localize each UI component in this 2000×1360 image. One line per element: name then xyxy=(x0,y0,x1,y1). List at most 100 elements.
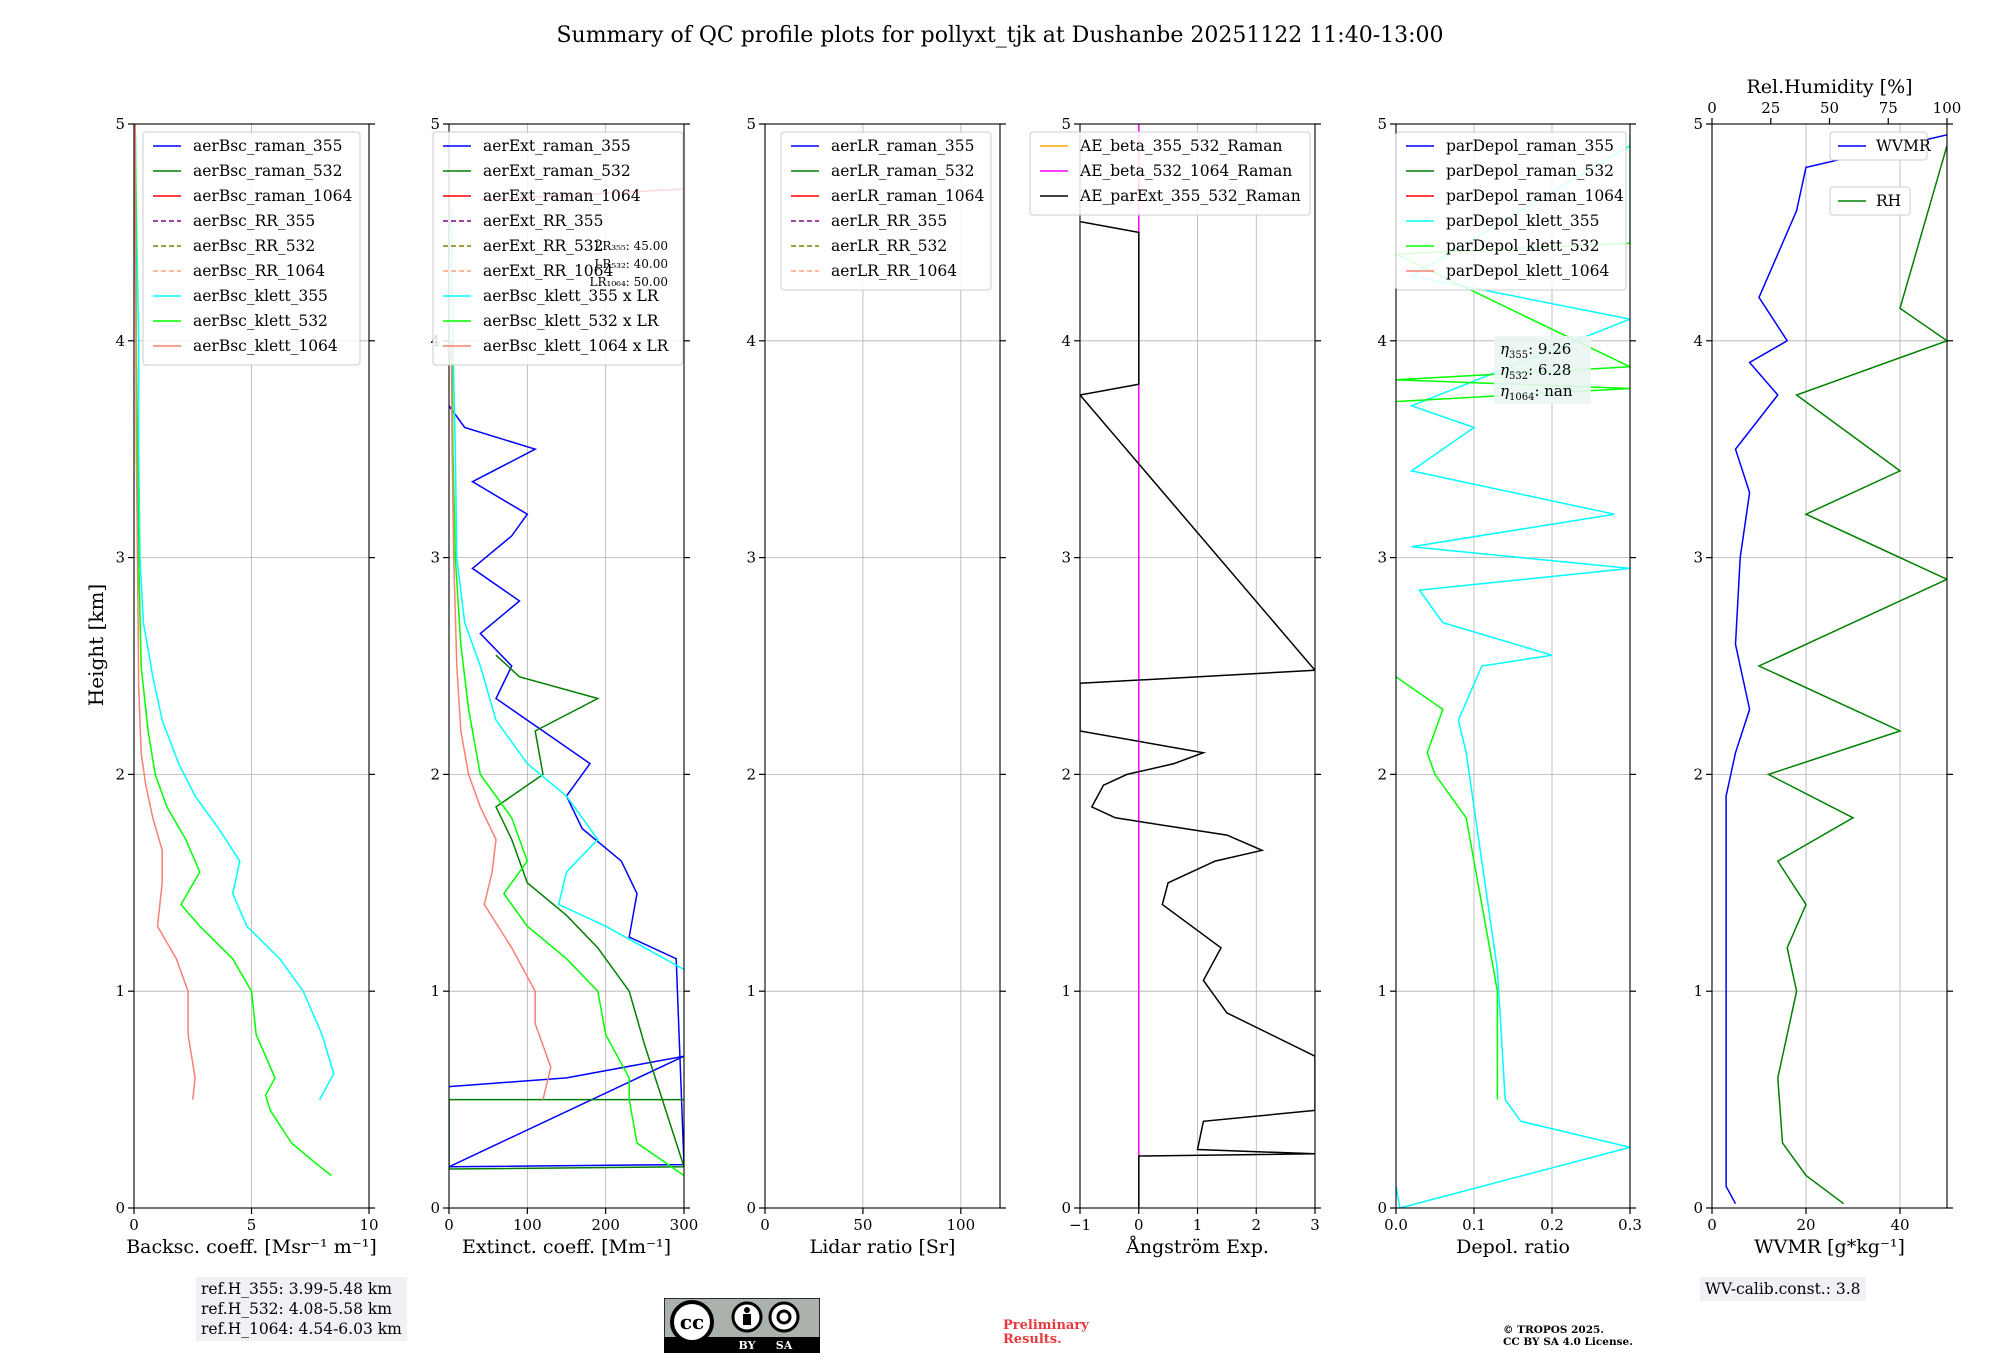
axes-frame xyxy=(448,123,685,1209)
y-tick-label: 1 xyxy=(1693,982,1703,1000)
legend-label: aerExt_raman_1064 xyxy=(483,187,641,205)
series-line-aerExt_raman_355 xyxy=(449,405,684,1168)
series-line-AE_parExt_355_532_Raman xyxy=(1080,220,1315,1208)
x-axis-label: Ångström Exp. xyxy=(1125,1236,1269,1258)
series-line-aerBsc_klett_532 x LR xyxy=(451,340,684,1177)
y-tick-label: 0 xyxy=(1693,1199,1703,1217)
x-tick-label: 100 xyxy=(947,1216,976,1234)
by-text: BY xyxy=(739,1339,756,1352)
legend-label: parDepol_klett_532 xyxy=(1446,237,1599,255)
y-tick-label: 1 xyxy=(430,982,440,1000)
x-tick-label: 0 xyxy=(1707,1216,1717,1234)
x-axis-label: Lidar ratio [Sr] xyxy=(810,1236,956,1258)
lr-setting-text: LR₅₃₂: 40.00 xyxy=(594,257,668,271)
legend-label: aerBsc_RR_1064 xyxy=(193,262,325,280)
series-line-RH xyxy=(1757,145,1947,1205)
legend-label: aerLR_RR_532 xyxy=(831,237,947,255)
figure-title: Summary of QC profile plots for pollyxt_… xyxy=(556,23,1443,48)
y-tick-label: 2 xyxy=(1693,765,1703,783)
legend-bsc: aerBsc_raman_355 aerBsc_raman_532 aerBsc_r… xyxy=(142,131,361,366)
y-tick-label: 4 xyxy=(746,332,756,350)
x-tick-label: 40 xyxy=(1890,1216,1909,1234)
y-tick-label: 1 xyxy=(746,982,756,1000)
ref-height-1064: ref.H_1064: 4.54-6.03 km xyxy=(201,1320,402,1338)
legend-box xyxy=(1829,131,1928,161)
ref-height-355: ref.H_355: 3.99-5.48 km xyxy=(201,1280,392,1298)
legend-ext: aerExt_raman_355 aerExt_raman_532 aerExt_r… xyxy=(432,131,684,366)
y-tick-label: 1 xyxy=(1377,982,1387,1000)
y-tick-label: 1 xyxy=(115,982,125,1000)
legend-label: AE_beta_532_1064_Raman xyxy=(1079,162,1292,180)
x-axis-label: WVMR [g*kg⁻¹] xyxy=(1754,1236,1905,1258)
sa-share-icon xyxy=(768,1301,800,1333)
x-tick-label: 5 xyxy=(247,1216,257,1234)
y-axis-label: Height [km] xyxy=(84,584,108,706)
legend-box xyxy=(780,131,992,291)
legend-dep: parDepol_raman_355 parDepol_raman_532 parD… xyxy=(1395,131,1627,291)
legend-label: aerExt_RR_532 xyxy=(483,237,604,255)
legend-label: aerLR_raman_1064 xyxy=(831,187,984,205)
x-tick-label: 0.0 xyxy=(1384,1216,1408,1234)
ref-height-532: ref.H_532: 4.08-5.58 km xyxy=(201,1300,392,1318)
legend-label: aerLR_raman_532 xyxy=(831,162,974,180)
legend-label: parDepol_raman_532 xyxy=(1446,162,1614,180)
series-group-ae xyxy=(1080,124,1315,1208)
y-tick-label: 0 xyxy=(430,1199,440,1217)
x-axis-label: Extinct. coeff. [Mm⁻¹] xyxy=(462,1236,671,1258)
x-tick-label: 0.1 xyxy=(1462,1216,1486,1234)
y-tick-label: 4 xyxy=(1061,332,1071,350)
y-tick-label: 4 xyxy=(115,332,125,350)
legend-label: aerExt_raman_532 xyxy=(483,162,631,180)
legend-label: aerExt_RR_355 xyxy=(483,212,604,230)
y-tick-label: 5 xyxy=(1377,115,1387,133)
legend-label: RH xyxy=(1876,192,1901,210)
y-tick-label: 2 xyxy=(430,765,440,783)
y-tick-label: 3 xyxy=(1377,549,1387,567)
x-tick-label: 10 xyxy=(359,1216,378,1234)
copyright-line-2: CC BY SA 4.0 License. xyxy=(1503,1336,1633,1348)
legend-label: aerBsc_klett_532 xyxy=(193,312,328,330)
panel-bsc: 0 1 2 3 4 5 0 5 10 Backsc. coeff. [Msr⁻¹ m⁻¹] aerB… xyxy=(115,115,378,1258)
y-tick-label: 0 xyxy=(746,1199,756,1217)
x-tick-label: 2 xyxy=(1251,1216,1261,1234)
x-tick-label: 3 xyxy=(1310,1216,1320,1234)
x-axis-label: Backsc. coeff. [Msr⁻¹ m⁻¹] xyxy=(126,1236,377,1258)
legend-label: WVMR xyxy=(1876,137,1932,155)
x-tick-label: 20 xyxy=(1796,1216,1815,1234)
legend-wvmr: WVMR xyxy=(1829,131,1932,161)
y-tick-label: 0 xyxy=(1377,1199,1387,1217)
x-tick-label: 200 xyxy=(591,1216,620,1234)
axes-frame xyxy=(1395,123,1631,1209)
series-line-aerExt_raman_532 xyxy=(449,654,684,1170)
axes-frame xyxy=(1711,123,1948,1209)
legend-label: parDepol_raman_355 xyxy=(1446,137,1614,155)
y-tick-label: 0 xyxy=(115,1199,125,1217)
legend-lr: aerLR_raman_355 aerLR_raman_532 aerLR_rama… xyxy=(780,131,992,291)
series-line-parDepol_klett_532 xyxy=(1396,676,1499,1100)
top-axis-label: Rel.Humidity [%] xyxy=(1746,76,1912,98)
legend-box xyxy=(1829,186,1911,216)
top-tick-label: 50 xyxy=(1820,99,1839,117)
top-tick-label: 75 xyxy=(1879,99,1898,117)
y-tick-label: 4 xyxy=(1377,332,1387,350)
legend-label: parDepol_raman_1064 xyxy=(1446,187,1624,205)
panel-dep: 0 1 2 3 4 5 0.0 0.1 0.2 0.3 Depol. ratio parDepol_r… xyxy=(1377,115,1641,1258)
y-tick-label: 3 xyxy=(430,549,440,567)
axes-frame xyxy=(764,123,1001,1209)
series-group-bsc xyxy=(134,124,335,1177)
lr-setting-text: LR₃₅₅: 45.00 xyxy=(594,239,668,253)
y-tick-label: 1 xyxy=(1061,982,1071,1000)
legend-box xyxy=(1029,131,1311,216)
x-tick-label: 300 xyxy=(670,1216,699,1234)
cc-text: cc xyxy=(680,1310,704,1334)
legend-label: aerBsc_raman_532 xyxy=(193,162,343,180)
legend-label: aerBsc_raman_355 xyxy=(193,137,343,155)
legend-ae: AE_beta_355_532_Raman AE_beta_532_1064_Ra… xyxy=(1029,131,1311,216)
top-tick-label: 25 xyxy=(1761,99,1780,117)
series-line-aerBsc_klett_1064 xyxy=(134,124,196,1100)
